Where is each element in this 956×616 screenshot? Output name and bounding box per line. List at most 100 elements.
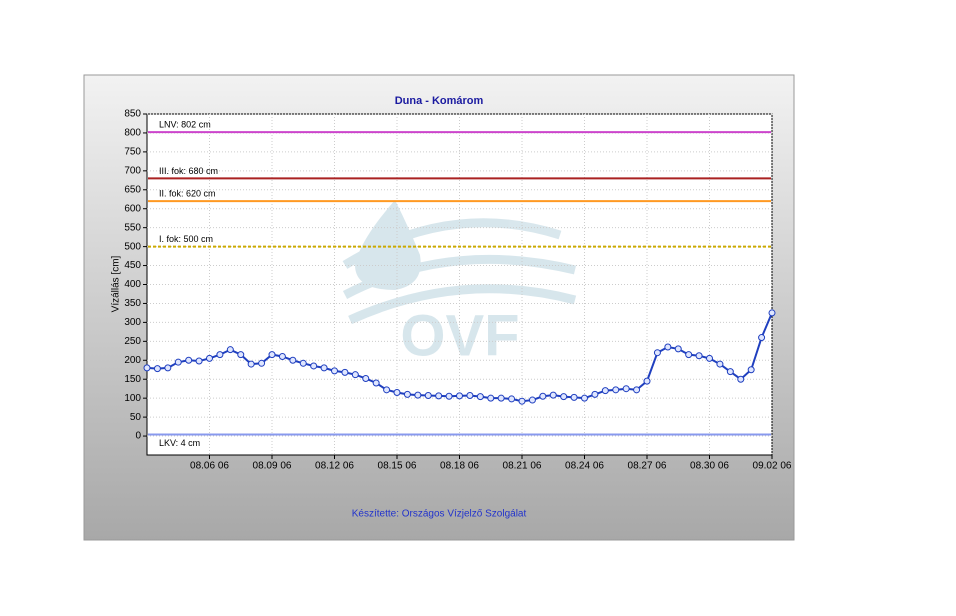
threshold-label: LNV: 802 cm	[159, 120, 211, 130]
data-point	[393, 388, 401, 396]
data-point	[185, 356, 193, 364]
data-point	[726, 368, 734, 376]
data-point	[351, 371, 359, 379]
y-tick-label: 850	[124, 109, 141, 120]
data-point	[237, 351, 245, 359]
x-tick-label: 08.21 06	[503, 461, 542, 472]
data-point	[153, 365, 161, 373]
footer: Készítette: Országos Vízjelző Szolgálat	[352, 509, 527, 520]
y-tick-label: 800	[124, 128, 141, 139]
threshold-label: II. fok: 620 cm	[159, 189, 216, 199]
y-axis-label: Vízállás [cm]	[111, 255, 122, 312]
x-tick-label: 08.30 06	[690, 461, 729, 472]
data-point	[633, 386, 641, 394]
data-point	[685, 351, 693, 359]
data-point	[195, 357, 203, 365]
y-tick-label: 100	[124, 393, 141, 404]
data-point	[445, 392, 453, 400]
y-tick-label: 150	[124, 374, 141, 385]
data-point	[716, 360, 724, 368]
watermark-text: OVF	[400, 303, 519, 368]
data-point	[331, 367, 338, 375]
x-tick-label: 08.24 06	[565, 461, 604, 472]
data-point	[747, 366, 755, 374]
threshold-label: LKV: 4 cm	[159, 438, 200, 448]
data-point	[414, 391, 422, 399]
threshold-label: III. fok: 680 cm	[159, 166, 218, 176]
y-tick-label: 350	[124, 298, 141, 309]
data-point	[622, 385, 630, 393]
data-point	[341, 368, 349, 376]
y-tick-label: 550	[124, 222, 141, 233]
data-point	[581, 394, 588, 402]
y-tick-label: 650	[124, 184, 141, 195]
y-tick-label: 300	[124, 317, 141, 328]
y-tick-label: 250	[124, 336, 141, 347]
data-point	[258, 359, 266, 367]
data-point	[424, 392, 432, 400]
y-tick-label: 200	[124, 355, 141, 366]
y-tick-label: 600	[124, 203, 141, 214]
data-point	[164, 364, 172, 372]
data-point	[466, 392, 474, 400]
data-point	[476, 393, 484, 401]
data-point	[674, 345, 682, 353]
chart-title: Duna - Komárom	[395, 95, 484, 107]
threshold-label: I. fok: 500 cm	[159, 234, 213, 244]
y-tick-label: 500	[124, 241, 141, 252]
data-point	[570, 393, 578, 401]
x-tick-label: 08.27 06	[628, 461, 667, 472]
data-point	[695, 352, 703, 360]
data-point	[247, 360, 255, 368]
data-point	[643, 377, 651, 385]
x-tick-label: 08.18 06	[440, 461, 479, 472]
data-point	[539, 392, 547, 400]
data-point	[226, 346, 234, 354]
data-point	[435, 392, 443, 400]
data-point	[518, 397, 526, 405]
data-point	[299, 359, 307, 367]
data-point	[612, 386, 620, 394]
data-point	[664, 343, 672, 351]
x-tick-label: 08.15 06	[378, 461, 417, 472]
data-point	[174, 358, 182, 366]
data-point	[653, 349, 661, 357]
data-point	[456, 392, 463, 400]
y-tick-label: 450	[124, 260, 141, 271]
y-tick-label: 50	[130, 412, 142, 423]
data-point	[758, 334, 766, 342]
data-point	[383, 386, 391, 394]
data-point	[403, 390, 411, 398]
data-point	[320, 364, 328, 372]
data-point	[737, 375, 745, 383]
data-point	[143, 364, 151, 372]
y-tick-label: 400	[124, 279, 141, 290]
data-point	[289, 356, 297, 364]
data-point	[549, 391, 557, 399]
data-point	[372, 379, 380, 387]
data-point	[768, 309, 776, 317]
data-point	[497, 394, 505, 402]
y-tick-label: 700	[124, 165, 141, 176]
data-point	[487, 394, 495, 402]
y-tick-label: 750	[124, 147, 141, 158]
y-tick-label: 0	[135, 431, 141, 442]
data-point	[216, 351, 224, 359]
data-point	[278, 352, 286, 360]
x-tick-label: 08.06 06	[190, 461, 229, 472]
x-tick-label: 09.02 06	[753, 461, 792, 472]
data-point	[362, 374, 370, 382]
x-tick-label: 08.12 06	[315, 461, 354, 472]
data-point	[706, 354, 713, 362]
data-point	[206, 354, 213, 362]
data-point	[310, 362, 318, 370]
data-point	[508, 395, 516, 403]
data-point	[601, 387, 609, 395]
data-point	[268, 351, 276, 359]
data-point	[591, 390, 599, 398]
data-point	[560, 393, 568, 401]
data-point	[528, 396, 536, 404]
x-tick-label: 08.09 06	[253, 461, 292, 472]
